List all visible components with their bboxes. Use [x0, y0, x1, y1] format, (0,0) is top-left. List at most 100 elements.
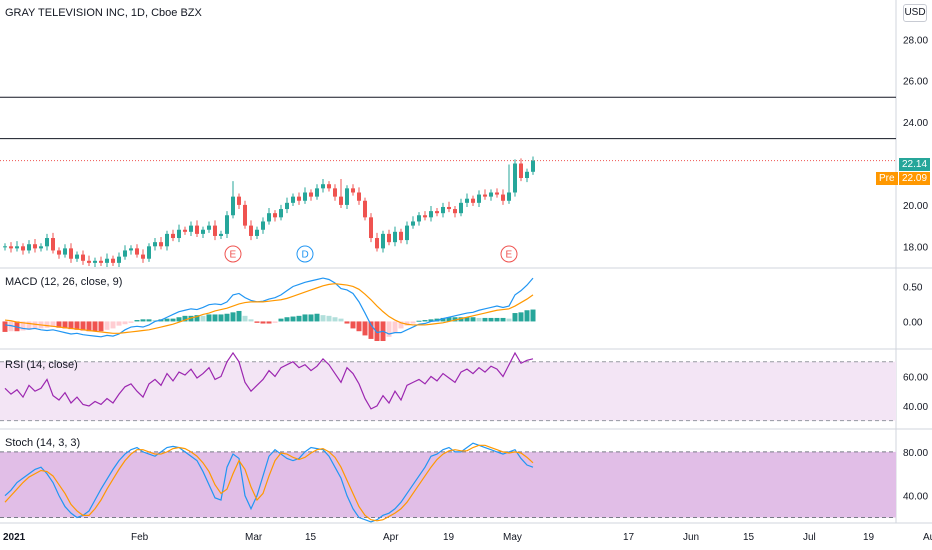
- candle-body[interactable]: [93, 260, 97, 263]
- candle-body[interactable]: [27, 244, 31, 251]
- macd-histogram-bar: [164, 318, 170, 322]
- candle-body[interactable]: [363, 200, 367, 218]
- candle-body[interactable]: [357, 192, 361, 201]
- candle-body[interactable]: [135, 248, 139, 255]
- candle-body[interactable]: [477, 194, 481, 203]
- candle-body[interactable]: [381, 233, 385, 249]
- candle-body[interactable]: [39, 246, 43, 249]
- macd-histogram-bar: [32, 321, 38, 330]
- time-axis-label: Aug: [923, 532, 932, 543]
- candle-body[interactable]: [291, 196, 295, 203]
- candle-body[interactable]: [213, 225, 217, 236]
- candle-body[interactable]: [483, 194, 487, 197]
- candle-body[interactable]: [489, 192, 493, 197]
- macd-histogram-bar: [386, 321, 392, 337]
- candle-body[interactable]: [447, 206, 451, 210]
- candle-body[interactable]: [387, 233, 391, 243]
- candle-body[interactable]: [351, 188, 355, 193]
- candle-body[interactable]: [429, 211, 433, 218]
- candle-body[interactable]: [309, 192, 313, 197]
- candle-body[interactable]: [21, 246, 25, 251]
- candle-body[interactable]: [267, 213, 271, 222]
- candle-body[interactable]: [255, 229, 259, 236]
- candle-body[interactable]: [177, 229, 181, 239]
- candle-body[interactable]: [195, 225, 199, 234]
- candle-body[interactable]: [129, 248, 133, 251]
- candle-body[interactable]: [417, 215, 421, 222]
- candle-body[interactable]: [81, 254, 85, 261]
- candle-body[interactable]: [117, 256, 121, 263]
- candle-body[interactable]: [237, 196, 241, 205]
- candle-body[interactable]: [183, 229, 187, 232]
- candle-body[interactable]: [63, 248, 67, 255]
- candle-body[interactable]: [345, 188, 349, 205]
- candle-body[interactable]: [453, 209, 457, 214]
- candle-body[interactable]: [513, 163, 517, 193]
- candle-body[interactable]: [465, 198, 469, 203]
- candle-body[interactable]: [159, 242, 163, 247]
- candle-body[interactable]: [51, 238, 55, 251]
- candle-body[interactable]: [165, 233, 169, 247]
- candle-body[interactable]: [69, 248, 73, 259]
- candle-body[interactable]: [411, 221, 415, 226]
- macd-histogram-bar: [254, 321, 260, 323]
- candle-body[interactable]: [507, 192, 511, 201]
- candle-body[interactable]: [153, 242, 157, 247]
- candle-body[interactable]: [315, 188, 319, 197]
- candle-body[interactable]: [15, 246, 19, 249]
- candle-body[interactable]: [249, 225, 253, 236]
- candle-body[interactable]: [423, 215, 427, 218]
- event-marker-earnings-icon[interactable]: [224, 245, 242, 263]
- candle-body[interactable]: [399, 231, 403, 241]
- candle-body[interactable]: [273, 213, 277, 218]
- candle-body[interactable]: [3, 246, 7, 248]
- macd-tick-label: 0.50: [903, 282, 923, 293]
- candle-body[interactable]: [75, 254, 79, 259]
- candle-body[interactable]: [375, 238, 379, 249]
- candle-body[interactable]: [339, 196, 343, 205]
- candle-body[interactable]: [321, 184, 325, 189]
- candle-body[interactable]: [105, 258, 109, 263]
- candle-body[interactable]: [57, 250, 61, 255]
- candle-body[interactable]: [171, 233, 175, 239]
- candle-body[interactable]: [87, 260, 91, 263]
- candle-body[interactable]: [405, 225, 409, 241]
- candle-body[interactable]: [111, 258, 115, 263]
- candle-body[interactable]: [441, 206, 445, 214]
- candle-body[interactable]: [297, 196, 301, 201]
- candle-body[interactable]: [261, 221, 265, 230]
- candle-body[interactable]: [435, 211, 439, 214]
- candle-body[interactable]: [303, 192, 307, 201]
- candle-body[interactable]: [231, 196, 235, 216]
- currency-button[interactable]: USD: [903, 4, 927, 22]
- event-marker-dividend-icon[interactable]: [296, 245, 314, 263]
- candle-body[interactable]: [501, 194, 505, 201]
- candle-body[interactable]: [219, 233, 223, 236]
- candle-body[interactable]: [33, 244, 37, 249]
- candle-body[interactable]: [327, 184, 331, 189]
- candle-body[interactable]: [141, 254, 145, 259]
- candle-body[interactable]: [279, 209, 283, 218]
- candle-body[interactable]: [471, 198, 475, 203]
- candle-body[interactable]: [285, 202, 289, 210]
- candle-body[interactable]: [393, 231, 397, 243]
- candle-body[interactable]: [333, 188, 337, 197]
- candle-body[interactable]: [201, 229, 205, 234]
- candle-body[interactable]: [459, 202, 463, 214]
- candle-body[interactable]: [99, 260, 103, 263]
- candle-body[interactable]: [525, 171, 529, 178]
- candle-body[interactable]: [519, 163, 523, 178]
- candle-body[interactable]: [207, 225, 211, 230]
- candle-body[interactable]: [9, 246, 13, 249]
- candle-body[interactable]: [147, 246, 151, 259]
- candle-body[interactable]: [531, 160, 535, 172]
- candle-body[interactable]: [189, 225, 193, 232]
- candle-body[interactable]: [495, 192, 499, 195]
- candle-body[interactable]: [369, 217, 373, 239]
- candle-body[interactable]: [45, 238, 49, 247]
- candle-body[interactable]: [243, 204, 247, 226]
- candle-body[interactable]: [123, 250, 127, 257]
- candle-body[interactable]: [225, 215, 229, 234]
- event-marker-earnings-icon[interactable]: [500, 245, 518, 263]
